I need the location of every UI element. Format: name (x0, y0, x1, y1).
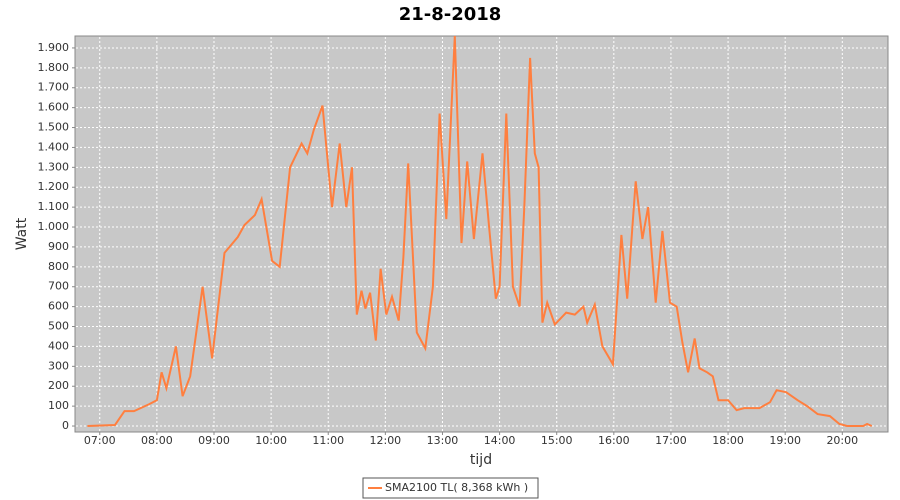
x-tick-label: 18:00 (712, 434, 744, 447)
y-tick-label: 1.700 (38, 81, 70, 94)
y-tick-label: 0 (62, 419, 69, 432)
legend (362, 477, 539, 499)
x-tick-label: 16:00 (598, 434, 630, 447)
y-tick-label: 900 (48, 240, 69, 253)
legend-label: SMA2100 TL( 8,368 kWh ) (385, 481, 528, 494)
x-tick-label: 07:00 (84, 434, 116, 447)
x-tick-label: 19:00 (769, 434, 801, 447)
line-series (87, 35, 873, 427)
y-tick-label: 100 (48, 399, 69, 412)
y-tick-label: 1.400 (38, 140, 70, 153)
chart-title: 21-8-2018 (399, 4, 502, 25)
x-tick-label: 17:00 (655, 434, 687, 447)
y-tick-label: 1.600 (38, 101, 70, 114)
x-tick-label: 13:00 (427, 434, 459, 447)
y-tick-label: 1.200 (38, 180, 70, 193)
y-tick-label: 1.300 (38, 160, 70, 173)
x-tick-label: 12:00 (369, 434, 401, 447)
plot-area (74, 35, 889, 433)
y-tick-label: 500 (48, 320, 69, 333)
y-tick-label: 1.100 (38, 200, 70, 213)
x-tick-label: 09:00 (198, 434, 230, 447)
y-axis-label: Watt (14, 217, 30, 250)
y-tick-label: 1.800 (38, 61, 70, 74)
y-tick-label: 700 (48, 280, 69, 293)
y-tick-label: 800 (48, 260, 69, 273)
x-tick-label: 08:00 (141, 434, 173, 447)
x-tick-label: 15:00 (541, 434, 573, 447)
y-tick-label: 1.900 (38, 41, 70, 54)
y-tick-label: 1.500 (38, 121, 70, 134)
x-tick-label: 20:00 (826, 434, 858, 447)
x-tick-label: 14:00 (484, 434, 516, 447)
y-tick-label: 400 (48, 339, 69, 352)
x-axis-label: tijd (470, 452, 492, 468)
y-tick-label: 1.000 (38, 220, 70, 233)
x-tick-label: 10:00 (255, 434, 287, 447)
y-tick-label: 600 (48, 300, 69, 313)
y-tick-label: 300 (48, 359, 69, 372)
y-tick-label: 200 (48, 379, 69, 392)
x-tick-label: 11:00 (312, 434, 344, 447)
